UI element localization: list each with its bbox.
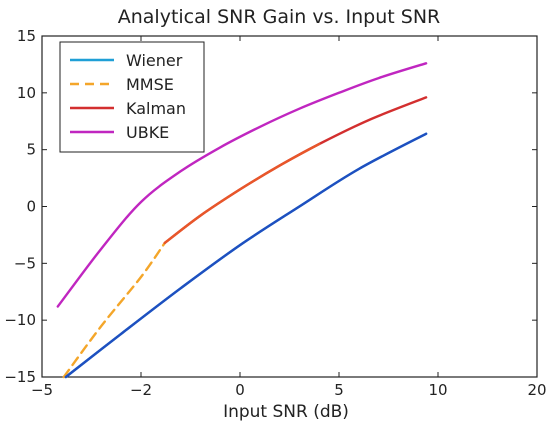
series-lines	[56, 62, 428, 379]
series-line-wiener	[64, 132, 428, 379]
y-tick-label: −15	[4, 368, 36, 386]
x-tick-label: 0	[235, 381, 245, 399]
x-tick-label: −5	[31, 381, 53, 399]
legend-label-ubke: UBKE	[126, 123, 169, 142]
series-line-wiener-overlay	[64, 132, 428, 379]
x-tick-label: 20	[527, 381, 546, 399]
legend-label-wiener: Wiener	[126, 51, 183, 70]
legend-label-mmse: MMSE	[126, 75, 174, 94]
series-line-ubke	[56, 62, 428, 308]
y-tick-label: −10	[4, 311, 36, 329]
series-line-mmse	[62, 241, 166, 379]
y-tick-label: 15	[17, 27, 36, 45]
chart-title: Analytical SNR Gain vs. Input SNR	[118, 6, 441, 28]
y-tick-label: −5	[14, 254, 36, 272]
x-axis-label: Input SNR (dB)	[223, 402, 349, 422]
legend: Wiener MMSE Kalman UBKE	[59, 41, 205, 153]
y-tick-label: 5	[26, 141, 36, 159]
tick-labels: −5 −2 0 5 10 20 −15 −10 −5 0 5 10 15	[4, 27, 546, 399]
y-tick-label: 10	[17, 84, 36, 102]
x-tick-label: 5	[334, 381, 344, 399]
y-tick-label: 0	[26, 198, 36, 216]
legend-label-kalman: Kalman	[126, 99, 186, 118]
x-tick-label: 10	[428, 381, 447, 399]
series-line-kalman-overlay	[163, 142, 321, 245]
x-tick-label: −2	[130, 381, 152, 399]
